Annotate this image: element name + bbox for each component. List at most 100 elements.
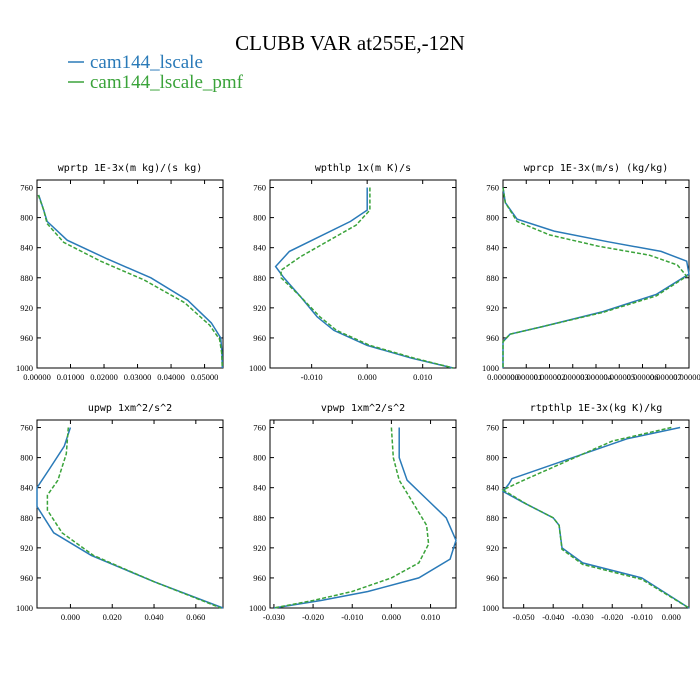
x-tick-label: 0.04000 — [157, 372, 185, 382]
y-tick-label: 960 — [253, 333, 266, 343]
panel-2: wpthlp 1x(m K)/s 760 800 840 880 920 960 1000 -0… — [249, 163, 457, 382]
y-tick-label: 760 — [20, 183, 33, 193]
panel-title: vpwp 1xm^2/s^2 — [321, 403, 405, 414]
x-tick-label: 0.02000 — [90, 372, 118, 382]
x-tick-label: 0.000 — [662, 612, 681, 622]
panels: wprtp 1E-3x(m kg)/(s kg) 760 800 840 880 920 9… — [16, 163, 700, 622]
y-tick-label: 1000 — [16, 363, 33, 373]
x-tick-label: -0.050 — [513, 612, 535, 622]
y-tick-label: 760 — [20, 423, 33, 433]
x-tick-label: 0.05000 — [191, 372, 219, 382]
x-tick-label: 0.000002 — [534, 372, 566, 382]
y-tick-label: 800 — [20, 213, 33, 223]
y-tick-label: 760 — [253, 423, 266, 433]
y-tick-label: 1000 — [16, 603, 33, 613]
x-tick-label: -0.010 — [631, 612, 653, 622]
x-tick-label: 0.000006 — [627, 372, 659, 382]
panel-5: vpwp 1xm^2/s^27608008408809209601000-0.0… — [249, 403, 457, 622]
y-tick-label: 840 — [486, 243, 499, 253]
x-tick-label: 0.000 — [358, 372, 377, 382]
x-tick-label: 0.000000 — [487, 372, 519, 382]
x-tick-label: 0.040 — [144, 612, 163, 622]
y-tick-label: 920 — [20, 303, 33, 313]
series-line-lscale-pmf — [501, 426, 690, 609]
y-tick-label: 920 — [486, 543, 499, 553]
x-tick-label: -0.020 — [601, 612, 623, 622]
x-tick-label: 0.000004 — [580, 372, 613, 382]
panel-title: wprtp 1E-3x(m kg)/(s kg) — [58, 163, 203, 174]
y-tick-label: 800 — [486, 453, 499, 463]
y-tick-label: 760 — [486, 183, 499, 193]
y-tick-label: 840 — [253, 483, 266, 493]
series-line-lscale-pmf — [273, 427, 430, 609]
y-tick-label: 840 — [253, 243, 266, 253]
series-line-lscale — [36, 427, 224, 609]
y-tick-label: 960 — [486, 573, 499, 583]
plot-frame — [269, 419, 457, 609]
x-tick-label: 0.01000 — [57, 372, 85, 382]
series-line-lscale — [37, 194, 224, 369]
y-tick-label: 840 — [486, 483, 499, 493]
y-tick-label: 800 — [253, 213, 266, 223]
y-tick-label: 920 — [486, 303, 499, 313]
x-tick-label: 0.000003 — [557, 372, 589, 382]
series-line-lscale — [274, 187, 454, 369]
y-tick-label: 960 — [20, 333, 33, 343]
y-tick-label: 960 — [20, 573, 33, 583]
x-tick-label: -0.030 — [572, 612, 594, 622]
y-tick-label: 880 — [253, 513, 266, 523]
x-tick-label: -0.040 — [542, 612, 564, 622]
panel-6: rtpthlp 1E-3x(kg K)/kg 760 800 840 880 920 960… — [482, 403, 690, 622]
series-line-lscale-pmf — [280, 187, 454, 369]
y-tick-label: 880 — [20, 273, 33, 283]
x-tick-label: 0.000 — [382, 612, 401, 622]
panel-title: wpthlp 1x(m K)/s — [315, 163, 411, 174]
series-line-lscale-pmf — [46, 427, 222, 609]
plot-frame — [36, 179, 224, 369]
figure-title: CLUBB VAR at255E,-12N — [235, 31, 465, 55]
x-tick-label: 0.03000 — [124, 372, 152, 382]
y-tick-label: 800 — [253, 453, 266, 463]
x-tick-label: 0.060 — [186, 612, 205, 622]
plot-frame — [36, 419, 224, 609]
x-tick-label: 0.00000 — [23, 372, 51, 382]
y-tick-label: 880 — [486, 513, 499, 523]
y-tick-label: 840 — [20, 483, 33, 493]
legend-label-lscale: cam144_lscale — [90, 52, 203, 73]
y-tick-label: 1000 — [482, 363, 499, 373]
panel-4: upwp 1xm^2/s^2 760 800 840 880 920 960 1000 0.00… — [16, 403, 224, 622]
panel-3: wprcp 1E-3x(m/s) (kg/kg) 760 800 840 880 920 9… — [482, 163, 700, 382]
y-tick-label: 800 — [20, 453, 33, 463]
series-line-lscale — [501, 426, 690, 609]
series-line-lscale-pmf — [37, 194, 224, 369]
y-tick-label: 920 — [20, 543, 33, 553]
series-line-lscale — [502, 187, 690, 368]
x-tick-label: 0.010 — [413, 372, 432, 382]
x-tick-label: 0.000007 — [650, 372, 682, 382]
y-tick-label: 760 — [486, 423, 499, 433]
y-tick-label: 1000 — [249, 603, 266, 613]
y-tick-label: 960 — [486, 333, 499, 343]
panel-title: upwp 1xm^2/s^2 — [88, 403, 172, 414]
y-tick-label: 920 — [253, 543, 266, 553]
x-tick-label: 0.000008 — [673, 372, 700, 382]
x-tick-label: -0.010 — [341, 612, 363, 622]
panel-title: wprcp 1E-3x(m/s) (kg/kg) — [524, 163, 669, 174]
y-tick-label: 840 — [20, 243, 33, 253]
y-tick-label: 880 — [20, 513, 33, 523]
x-tick-label: 0.000001 — [510, 372, 542, 382]
legend: cam144_lscale cam144_lscale_pmf — [68, 52, 244, 93]
x-tick-label: -0.020 — [302, 612, 324, 622]
y-tick-label: 920 — [253, 303, 266, 313]
panel-title: rtpthlp 1E-3x(kg K)/kg — [530, 403, 662, 414]
x-tick-label: 0.010 — [421, 612, 440, 622]
plot-frame — [269, 179, 457, 369]
series-line-lscale-pmf — [502, 187, 688, 368]
y-tick-label: 1000 — [249, 363, 266, 373]
y-tick-label: 960 — [253, 573, 266, 583]
series-line-lscale — [273, 427, 457, 609]
plot-frame — [502, 419, 690, 609]
x-tick-label: -0.030 — [263, 612, 285, 622]
legend-label-lscale-pmf: cam144_lscale_pmf — [90, 72, 244, 93]
